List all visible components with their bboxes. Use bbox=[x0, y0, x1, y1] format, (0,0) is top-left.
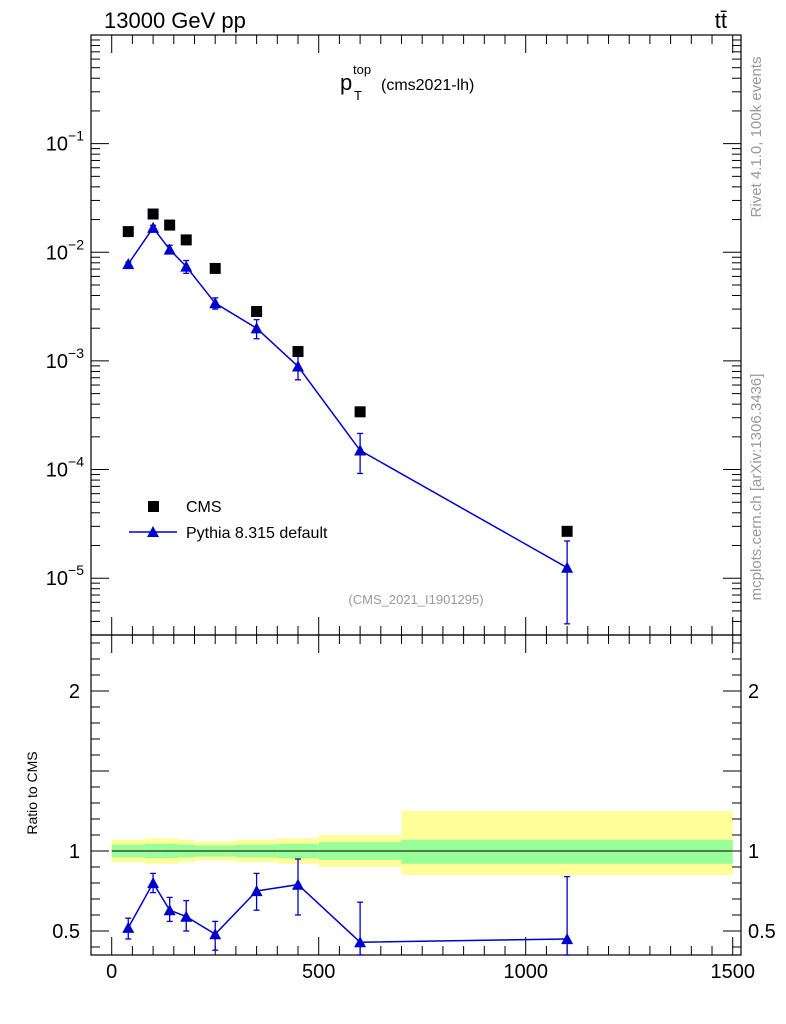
pythia-point bbox=[180, 260, 193, 272]
ratio-ytick-label-right: 0.5 bbox=[748, 921, 776, 943]
pythia-point bbox=[147, 221, 160, 233]
pythia-ratio-point bbox=[163, 904, 176, 916]
main-ytick-label: 10−3 bbox=[46, 345, 84, 373]
pythia-point bbox=[122, 258, 135, 270]
xtick-label: 0 bbox=[106, 961, 117, 983]
pythia-point bbox=[163, 243, 176, 255]
pythia-point bbox=[354, 444, 367, 456]
pythia-point bbox=[561, 561, 574, 573]
title-suffix: (cms2021-lh) bbox=[381, 77, 474, 94]
legend-label-cms: CMS bbox=[186, 499, 222, 516]
ytick-base: 10 bbox=[46, 351, 68, 373]
ytick-exponent: −4 bbox=[68, 454, 84, 470]
xtick-label: 1500 bbox=[710, 961, 755, 983]
ytick-exponent: −1 bbox=[68, 128, 84, 144]
axis-ticks bbox=[91, 34, 741, 955]
ratio-ytick-label-left: 1 bbox=[69, 841, 80, 863]
legend-label-pythia: Pythia 8.315 default bbox=[186, 525, 328, 542]
cms-point bbox=[180, 234, 192, 246]
plot-title: p bbox=[340, 70, 352, 95]
ytick-base: 10 bbox=[46, 242, 68, 264]
main-plot-frame bbox=[90, 34, 742, 636]
pythia-ratio-line bbox=[127, 881, 568, 943]
pythia-point bbox=[250, 322, 263, 334]
rivet-label: Rivet 4.1.0, 100k events bbox=[748, 57, 765, 218]
ytick-exponent: −3 bbox=[68, 345, 84, 361]
title-subscript: T bbox=[354, 88, 362, 103]
cms-point bbox=[147, 208, 159, 220]
ratio-ytick-label-left: 2 bbox=[69, 681, 80, 703]
title-main: p bbox=[340, 70, 352, 95]
pythia-line bbox=[127, 226, 568, 569]
cms-point bbox=[354, 406, 366, 418]
ratio-ytick-label-right: 2 bbox=[748, 681, 759, 703]
cms-point bbox=[209, 262, 221, 274]
ratio-series bbox=[122, 858, 574, 956]
main-ytick-label: 10−2 bbox=[46, 236, 84, 264]
ratio-uncertainty-bands bbox=[111, 811, 733, 875]
ratio-ytick-label-left: 0.5 bbox=[52, 921, 80, 943]
title-superscript: top bbox=[353, 62, 371, 77]
pythia-ratio-point bbox=[250, 885, 263, 897]
green-band-bin bbox=[401, 839, 733, 864]
ratio-plot-frame bbox=[90, 634, 742, 956]
pythia-ratio-point bbox=[292, 878, 305, 890]
ratio-xtick-labels: 0 500 1000 1500 bbox=[106, 961, 755, 983]
ytick-base: 10 bbox=[46, 460, 68, 482]
pythia-point bbox=[292, 360, 305, 372]
ratio-ytick-labels: 0.5 0.5 1 1 2 2 bbox=[52, 681, 776, 943]
main-series bbox=[122, 208, 574, 625]
legend-marker-cms bbox=[148, 501, 159, 512]
cms-point bbox=[561, 525, 573, 537]
pythia-ratio-point bbox=[561, 933, 574, 945]
mcplots-label: mcplots.cern.ch [arXiv:1306.3436] bbox=[748, 374, 765, 601]
main-ytick-labels: 10−510−410−310−210−1 bbox=[46, 128, 84, 591]
ratio-ylabel: Ratio to CMS bbox=[24, 751, 40, 834]
pythia-point bbox=[209, 297, 222, 309]
ytick-base: 10 bbox=[46, 134, 68, 156]
main-ytick-label: 10−1 bbox=[46, 128, 84, 156]
ytick-exponent: −2 bbox=[68, 236, 84, 252]
pythia-ratio-point bbox=[147, 877, 160, 889]
analysis-tag: (CMS_2021_I1901295) bbox=[348, 592, 483, 607]
xtick-label: 1000 bbox=[503, 961, 548, 983]
ratio-ytick-label-right: 1 bbox=[748, 841, 759, 863]
pythia-ratio-point bbox=[354, 936, 367, 948]
pythia-ratio-point bbox=[122, 921, 135, 933]
cms-point bbox=[251, 306, 263, 318]
ytick-base: 10 bbox=[46, 568, 68, 590]
cms-point bbox=[292, 346, 304, 358]
process-label: tt̄ bbox=[715, 8, 727, 33]
cms-point bbox=[164, 219, 176, 231]
xtick-label: 500 bbox=[302, 961, 335, 983]
main-ytick-label: 10−4 bbox=[46, 454, 84, 482]
pythia-ratio-point bbox=[180, 910, 193, 922]
pythia-ratio-point bbox=[209, 928, 222, 940]
cms-point bbox=[122, 226, 134, 238]
legend-marker-pythia bbox=[147, 526, 159, 537]
energy-label: 13000 GeV pp bbox=[104, 8, 246, 33]
legend: CMS Pythia 8.315 default bbox=[129, 499, 328, 542]
main-ytick-label: 10−5 bbox=[46, 562, 84, 590]
ytick-exponent: −5 bbox=[68, 562, 84, 578]
